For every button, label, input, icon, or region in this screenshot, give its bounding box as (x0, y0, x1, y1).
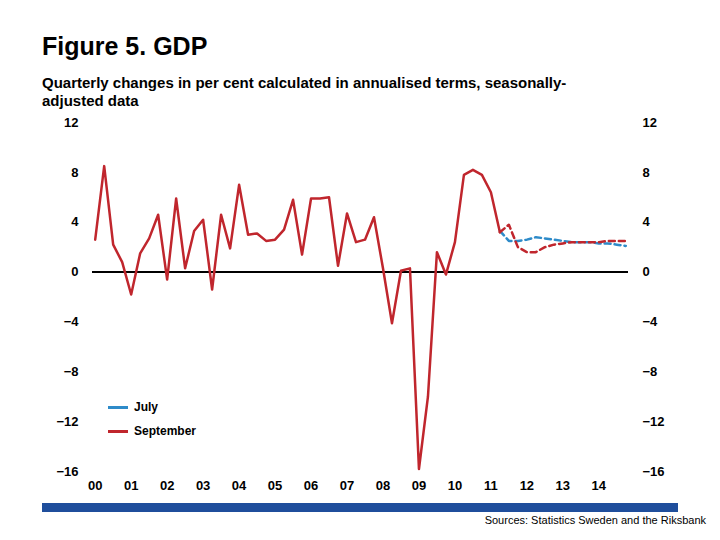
html-text:Figure 5. GDP: Figure 5. GDP (42, 32, 208, 60)
svg-text:4: 4 (643, 214, 651, 229)
svg-text:−8: −8 (64, 364, 79, 379)
svg-text:00: 00 (88, 478, 102, 493)
svg-text:04: 04 (232, 478, 247, 493)
html-text:September: September (134, 424, 196, 438)
svg-text:14: 14 (592, 478, 607, 493)
svg-text:8: 8 (71, 165, 78, 180)
svg-text:4: 4 (71, 214, 79, 229)
svg-text:12: 12 (64, 115, 78, 130)
svg-text:−4: −4 (64, 314, 80, 329)
svg-text:−16: −16 (56, 464, 78, 479)
html-text:Quarterly changes in per cent: Quarterly changes in per cent calculated… (42, 74, 567, 109)
svg-text:02: 02 (160, 478, 174, 493)
svg-text:−12: −12 (643, 414, 665, 429)
svg-text:−4: −4 (643, 314, 659, 329)
svg-text:−16: −16 (643, 464, 665, 479)
svg-text:12: 12 (520, 478, 534, 493)
html-text:Sources: Statistics Sweden and: Sources: Statistics Sweden and the Riksb… (484, 514, 706, 526)
svg-text:09: 09 (412, 478, 426, 493)
svg-text:−12: −12 (56, 414, 78, 429)
html-text:July: July (134, 400, 158, 414)
svg-text:08: 08 (376, 478, 390, 493)
svg-text:−8: −8 (643, 364, 658, 379)
svg-text:13: 13 (556, 478, 570, 493)
svg-text:0: 0 (643, 264, 650, 279)
svg-text:12: 12 (643, 115, 657, 130)
svg-text:11: 11 (484, 478, 498, 493)
svg-text:03: 03 (196, 478, 210, 493)
svg-text:07: 07 (340, 478, 354, 493)
svg-text:10: 10 (448, 478, 462, 493)
svg-text:06: 06 (304, 478, 318, 493)
svg-text:01: 01 (124, 478, 138, 493)
svg-text:05: 05 (268, 478, 282, 493)
svg-text:8: 8 (643, 165, 650, 180)
svg-text:0: 0 (71, 264, 78, 279)
